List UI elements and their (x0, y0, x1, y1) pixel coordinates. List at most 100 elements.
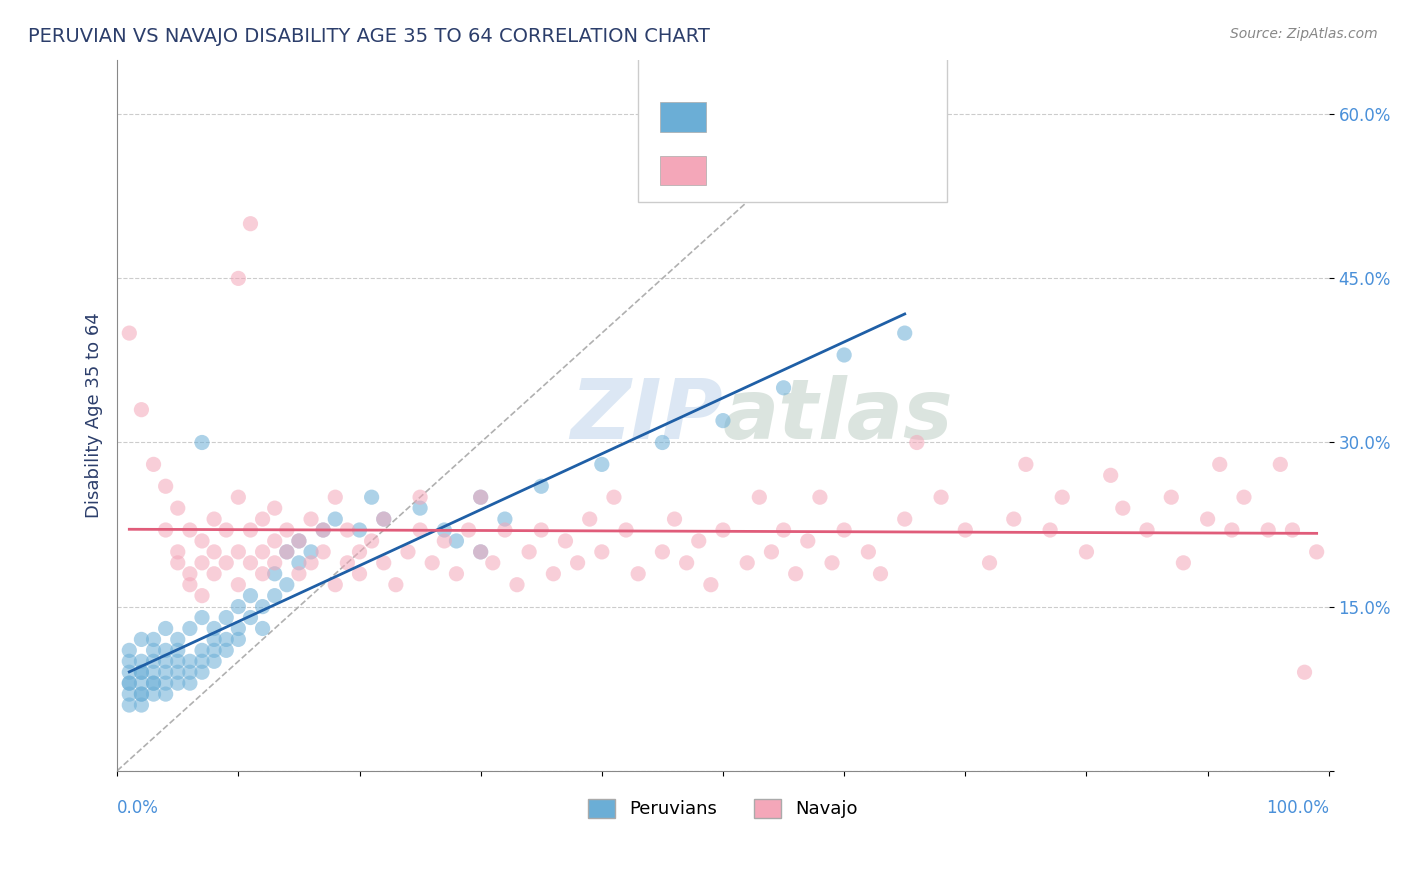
Point (446, 566, 468, 581)
Point (735, 556, 758, 570)
Point (772, 381, 794, 395)
Point (627, 566, 650, 581)
Point (929, 490, 952, 504)
Point (1076, 545, 1098, 559)
Point (142, 458, 165, 472)
Point (349, 545, 371, 559)
Point (420, 556, 443, 570)
Point (385, 578, 408, 592)
Point (288, 566, 311, 581)
Text: 0.0%: 0.0% (117, 799, 159, 817)
Point (517, 545, 540, 559)
Point (118, 687, 141, 701)
Point (252, 599, 274, 614)
Point (131, 687, 153, 701)
Point (832, 523, 855, 537)
Legend: Peruvians, Navajo: Peruvians, Navajo (581, 792, 865, 826)
Point (433, 523, 456, 537)
Point (1233, 490, 1256, 504)
Point (252, 512, 274, 526)
Point (832, 348, 855, 362)
Point (228, 599, 250, 614)
Point (191, 435, 214, 450)
FancyBboxPatch shape (638, 53, 948, 202)
Point (131, 676, 153, 690)
Point (166, 643, 188, 657)
Point (131, 665, 153, 680)
Point (239, 217, 262, 231)
Point (202, 566, 225, 581)
Point (349, 566, 371, 581)
Point (1160, 490, 1182, 504)
Point (276, 545, 298, 559)
Point (711, 414, 734, 428)
Point (228, 632, 250, 647)
Point (1220, 523, 1243, 537)
Point (578, 512, 600, 526)
Point (263, 501, 285, 516)
Point (179, 665, 201, 680)
Point (215, 643, 238, 657)
Point (336, 556, 359, 570)
Point (239, 523, 262, 537)
Point (142, 632, 165, 647)
Point (155, 665, 177, 680)
Point (202, 512, 225, 526)
Point (179, 578, 201, 592)
Point (179, 622, 201, 636)
Point (470, 490, 492, 504)
Point (312, 523, 335, 537)
Point (191, 589, 214, 603)
Point (263, 533, 285, 548)
Point (312, 545, 335, 559)
Point (288, 556, 311, 570)
Point (155, 479, 177, 493)
Point (166, 501, 188, 516)
Point (1281, 523, 1303, 537)
Point (1050, 490, 1073, 504)
Point (614, 523, 637, 537)
Text: Source: ZipAtlas.com: Source: ZipAtlas.com (1230, 27, 1378, 41)
Point (554, 533, 576, 548)
Point (567, 556, 589, 570)
Point (202, 632, 225, 647)
Point (228, 271, 250, 285)
Point (288, 533, 311, 548)
Point (785, 566, 807, 581)
Point (166, 556, 188, 570)
Point (373, 512, 395, 526)
Point (166, 632, 188, 647)
Point (179, 523, 201, 537)
Point (228, 622, 250, 636)
Point (543, 566, 565, 581)
Point (155, 622, 177, 636)
Point (252, 622, 274, 636)
Text: atlas: atlas (723, 375, 953, 456)
Point (131, 665, 153, 680)
Point (955, 523, 977, 537)
Point (979, 556, 1001, 570)
Point (494, 523, 516, 537)
Point (118, 698, 141, 712)
Point (1039, 523, 1062, 537)
Point (131, 687, 153, 701)
Point (155, 523, 177, 537)
Point (263, 589, 285, 603)
Point (142, 665, 165, 680)
Point (470, 490, 492, 504)
Point (481, 556, 503, 570)
Text: R =: R = (720, 109, 754, 124)
Point (191, 665, 214, 680)
Point (1270, 458, 1292, 472)
Point (797, 533, 820, 548)
Point (118, 326, 141, 340)
Point (155, 643, 177, 657)
Point (591, 545, 613, 559)
Point (228, 578, 250, 592)
Text: N =: N = (830, 162, 863, 178)
Point (360, 533, 382, 548)
Point (373, 512, 395, 526)
Point (215, 610, 238, 624)
Point (142, 676, 165, 690)
Point (131, 698, 153, 712)
